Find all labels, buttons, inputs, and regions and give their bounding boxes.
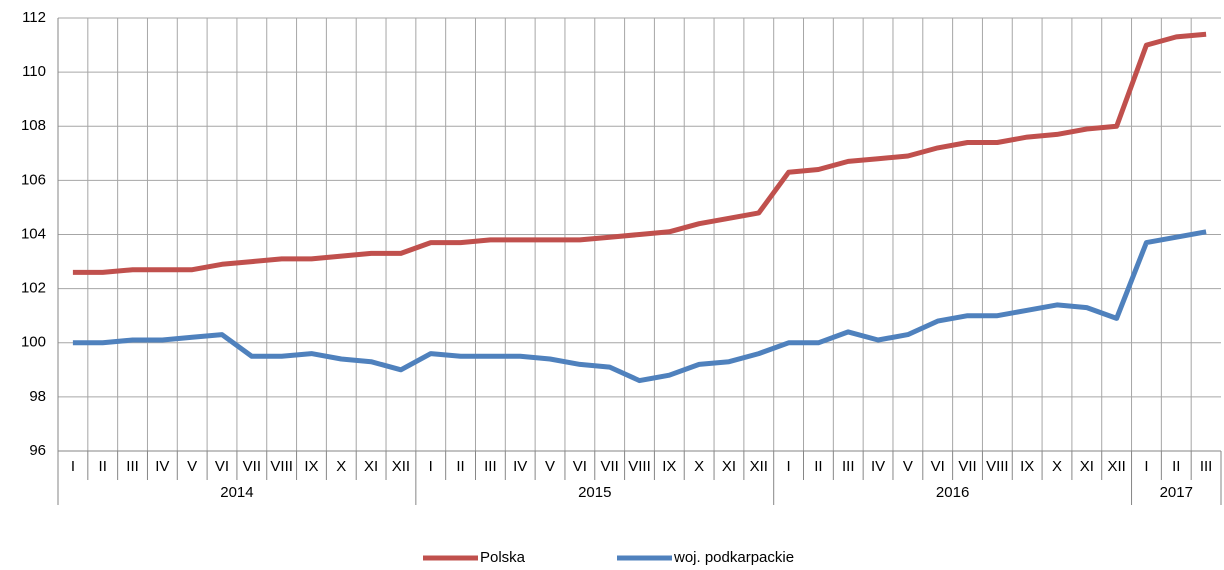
legend-label: Polska [480,549,526,566]
x-tick-label: I [429,458,433,475]
x-tick-label: VIII [628,458,651,475]
y-tick-label: 98 [29,388,46,405]
x-tick-label: VI [215,458,229,475]
y-tick-label: 106 [21,171,46,188]
series-line [72,229,1207,384]
y-tick-label: 108 [21,117,46,134]
x-tick-label: II [1172,458,1180,475]
y-tick-label: 96 [29,442,46,459]
x-tick-label: III [1200,458,1213,475]
x-tick-label: IX [304,458,318,475]
x-tick-label: VI [931,458,945,475]
x-tick-label: VIII [986,458,1009,475]
x-tick-label: V [187,458,197,475]
x-tick-label: VIII [270,458,293,475]
x-tick-label: III [484,458,497,475]
x-tick-label: VII [243,458,261,475]
x-tick-label: XI [722,458,736,475]
x-tick-label: I [787,458,791,475]
legend-label: woj. podkarpackie [673,549,794,566]
y-tick-label: 102 [21,280,46,297]
x-tick-label: XI [364,458,378,475]
x-tick-label: II [99,458,107,475]
x-tick-label: XI [1080,458,1094,475]
x-tick-label: X [336,458,346,475]
y-tick-label: 100 [21,334,46,351]
x-tick-label: XII [1107,458,1125,475]
x-tick-label: V [545,458,555,475]
y-tick-label: 112 [22,9,46,26]
group-label: 2017 [1160,484,1193,501]
x-tick-label: X [1052,458,1062,475]
x-tick-label: VII [601,458,619,475]
group-label: 2016 [936,484,969,501]
x-tick-label: I [71,458,75,475]
x-tick-label: IX [1020,458,1034,475]
x-tick-label: II [814,458,822,475]
group-label: 2015 [578,484,611,501]
series-line [72,31,1207,275]
x-tick-label: VII [958,458,976,475]
x-tick-label: IV [871,458,885,475]
x-tick-label: IX [662,458,676,475]
y-tick-label: 104 [21,225,46,242]
x-tick-label: III [842,458,855,475]
x-tick-label: I [1144,458,1148,475]
x-tick-label: III [126,458,139,475]
x-tick-label: X [694,458,704,475]
x-tick-label: II [456,458,464,475]
x-tick-label: IV [513,458,527,475]
y-tick-label: 110 [22,63,46,80]
group-label: 2014 [220,484,253,501]
x-tick-label: VI [573,458,587,475]
x-tick-label: XII [750,458,768,475]
x-tick-label: XII [392,458,410,475]
x-tick-label: IV [155,458,169,475]
x-tick-label: V [903,458,913,475]
